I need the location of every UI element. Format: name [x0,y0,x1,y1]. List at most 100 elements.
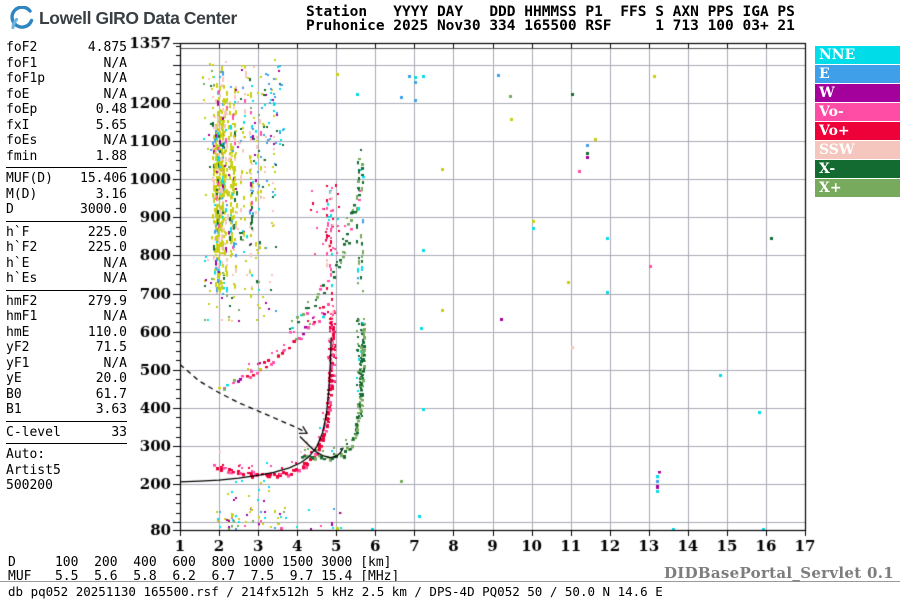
param-row-ye: yE 20.0 [6,371,127,387]
param-label: 500200 [6,478,53,493]
param-row-hf2: h`F2 225.0 [6,240,127,256]
muf-table: D 100 200 400 600 800 1000 1500 3000 [km… [8,556,399,583]
ionogram-plot [130,36,830,560]
panel-divider [6,420,127,422]
param-label: yF1 [6,355,30,371]
logo: Lowell GIRO Data Center [8,6,237,30]
param-row-500200: 500200 [6,478,127,494]
param-label: h`F [6,224,30,240]
param-row-mufd: MUF(D) 15.406 [6,171,127,187]
param-value: 4.875 [87,40,127,55]
param-row-hmf2: hmF2 279.9 [6,294,127,310]
param-row-fof1p: foF1p N/A [6,71,127,87]
param-row-auto: Auto: [6,447,127,463]
param-value: N/A [103,133,127,148]
param-value: 3.16 [95,186,127,202]
param-row-artist5: Artist5 [6,463,127,479]
param-row-fxi: fxI 5.65 [6,118,127,134]
param-label: foE [6,86,30,102]
station-header-row: Station YYYY DAY DDD HHMMSS P1 FFS S AXN… [306,4,795,20]
param-row-foes: foEs N/A [6,133,127,149]
param-value: N/A [103,309,127,324]
param-value: 20.0 [95,371,127,386]
station-values-row: Pruhonice 2025 Nov30 334 165500 RSF 1 71… [306,17,795,34]
param-value: N/A [103,86,127,102]
param-label: fmin [6,148,38,164]
param-label: foF1p [6,71,46,86]
param-row-foe: foE N/A [6,87,127,103]
param-value: 0.48 [95,102,127,117]
param-row-fof2: foF2 4.875 [6,40,127,56]
param-label: M(D) [6,186,38,202]
param-row-fmin: fmin 1.88 [6,149,127,165]
footer-separator [0,581,900,582]
param-row-yf1: yF1 N/A [6,356,127,372]
param-value: 71.5 [95,340,127,355]
param-value: N/A [103,55,127,71]
param-row-hes: h`Es N/A [6,271,127,287]
legend-item-x: X- [815,160,900,178]
panel-divider [6,167,127,168]
param-label: Auto: [6,447,46,462]
record-info: db pq052 20251130 165500.rsf / 214fx512h… [8,584,663,599]
param-value: 61.7 [95,386,127,402]
param-row-hme: hmE 110.0 [6,325,127,341]
param-row-d: D 3000.0 [6,202,127,218]
param-label: foEp [6,102,38,117]
param-row-fof1: foF1 N/A [6,56,127,72]
panel-divider [6,443,127,444]
param-value: 110.0 [87,324,127,340]
param-label: foEs [6,133,38,148]
legend-item-ssw: SSW [815,141,900,159]
param-value: 225.0 [87,240,127,255]
param-row-hmf1: hmF1 N/A [6,309,127,325]
param-value: 3000.0 [80,202,127,217]
param-value: 3.63 [95,402,127,417]
param-label: C-level [6,424,61,440]
param-row-foep: foEp 0.48 [6,102,127,118]
param-row-yf2: yF2 71.5 [6,340,127,356]
param-label: B1 [6,402,22,417]
muf-table-muf-row: MUF 5.5 5.6 5.8 6.2 6.7 7.5 9.7 15.4 [MH… [8,568,400,584]
param-value: 33 [111,424,127,440]
param-label: h`E [6,255,30,271]
param-row-hf: h`F 225.0 [6,225,127,241]
echo-direction-legend: NNE E W Vo- Vo+ SSW X- X+ [815,46,900,198]
legend-item-w: W [815,84,900,102]
legend-item-e: E [815,65,900,83]
param-label: Artist5 [6,462,61,478]
param-value: N/A [103,355,127,371]
param-value: N/A [103,271,127,286]
param-row-he: h`E N/A [6,256,127,272]
panel-divider [6,289,127,291]
param-value: N/A [103,71,127,86]
param-label: fxI [6,117,30,133]
logo-text: Lowell GIRO Data Center [39,7,237,28]
legend-item-x: X+ [815,179,900,197]
param-label: B0 [6,386,22,402]
param-value: 1.88 [95,148,127,164]
param-label: yE [6,371,22,386]
param-label: hmF1 [6,309,38,324]
param-label: foF2 [6,40,38,55]
legend-item-vo: Vo+ [815,122,900,140]
param-label: foF1 [6,55,38,71]
param-label: h`Es [6,271,38,286]
panel-divider [6,220,127,222]
param-value: 225.0 [87,224,127,240]
param-row-clevel: C-level 33 [6,425,127,441]
param-label: MUF(D) [6,171,53,186]
param-row-b1: B1 3.63 [6,402,127,418]
param-row-md: M(D) 3.16 [6,187,127,203]
param-label: D [6,202,14,217]
param-value: 279.9 [87,293,127,309]
param-value: 15.406 [80,171,127,186]
param-label: h`F2 [6,240,38,255]
param-label: hmE [6,324,30,340]
muf-table-distance-row: D 100 200 400 600 800 1000 1500 3000 [km… [8,555,392,570]
param-label: hmF2 [6,293,38,309]
param-value: N/A [103,255,127,271]
legend-item-vo: Vo- [815,103,900,121]
station-header: Station YYYY DAY DDD HHMMSS P1 FFS S AXN… [306,4,795,34]
param-value: 5.65 [95,117,127,133]
